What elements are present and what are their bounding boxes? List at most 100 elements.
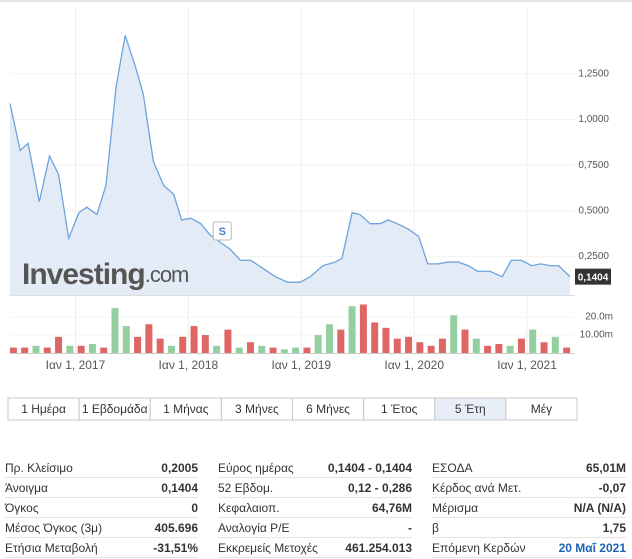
stat-value: 65,01M — [585, 461, 626, 475]
annotation-box — [212, 221, 232, 241]
volume-bar — [122, 326, 130, 353]
volume-bar — [167, 345, 175, 353]
row-divider — [218, 497, 412, 498]
volume-bar — [495, 344, 503, 353]
volume-bar — [416, 342, 424, 353]
stat-label: Κέρδος ανά Μετ. — [432, 481, 522, 495]
x-tick-label: Ιαν 1, 2018 — [159, 358, 219, 372]
volume-bar — [134, 336, 142, 353]
y-tick-label: 1,0000 — [578, 114, 609, 125]
row-divider — [5, 557, 198, 558]
last-price-label: 0,1404 — [578, 272, 609, 283]
volume-tick-label: 20.0m — [585, 312, 613, 323]
volume-bar — [258, 345, 266, 353]
row-divider — [218, 477, 412, 478]
range-tab[interactable] — [505, 397, 578, 421]
stat-value: 0,1404 - 0,1404 — [327, 461, 412, 475]
stat-value: 1,75 — [602, 521, 626, 535]
volume-bar — [314, 335, 322, 353]
stat-value[interactable]: 20 Μαΐ 2021 — [558, 541, 626, 555]
range-tab-label[interactable]: 1 Ημέρα — [21, 402, 66, 416]
stat-value: -31,51% — [153, 541, 198, 555]
volume-bar — [337, 329, 345, 353]
range-tab-label[interactable]: 3 Μήνες — [235, 402, 279, 416]
volume-bar — [303, 347, 311, 353]
stat-label: Αναλογία P/E — [218, 521, 290, 535]
stat-value: -0,07 — [598, 481, 626, 495]
stat-value: 0,2005 — [161, 461, 198, 475]
logo-main: Investing — [22, 258, 145, 291]
volume-bar — [450, 315, 458, 353]
stat-value: 461.254.013 — [345, 541, 412, 555]
stat-label: 52 Εβδομ. — [218, 481, 274, 495]
volume-bar — [551, 336, 559, 353]
row-divider — [5, 537, 198, 538]
volume-bar — [224, 329, 232, 353]
annotation: S — [219, 226, 226, 238]
stat-label: Πρ. Κλείσιμο — [5, 461, 73, 475]
volume-tick-label: 10.00m — [580, 330, 613, 341]
row-divider — [432, 517, 626, 518]
stat-value: - — [408, 521, 412, 535]
range-tab-label[interactable]: 1 Έτος — [381, 402, 418, 416]
logo: Investing.com — [22, 258, 188, 291]
y-tick-label: 1,2500 — [578, 68, 609, 79]
range-tab-label[interactable]: 1 Μήνας — [163, 402, 209, 416]
range-tab-label[interactable]: 5 Έτη — [455, 402, 486, 416]
volume-bar — [280, 349, 288, 353]
volume-bar — [9, 347, 17, 353]
y-tick-label: 0,7500 — [578, 160, 609, 171]
row-divider — [218, 557, 412, 558]
x-tick-label: Ιαν 1, 2021 — [497, 358, 557, 372]
stat-label: Ετήσια Μεταβολή — [5, 541, 98, 555]
stat-label: β — [432, 521, 439, 535]
volume-bar — [438, 338, 446, 353]
volume-bar — [484, 345, 492, 353]
volume-bar — [371, 322, 379, 353]
volume-bar — [292, 347, 300, 353]
stat-value: 0,12 - 0,286 — [347, 481, 412, 495]
y-tick-label: 0,5000 — [578, 206, 609, 217]
chart: Ιαν 1, 2017 Ιαν 1, 2018 Ιαν 1, 2019 Ιαν 1, … — [0, 0, 632, 421]
volume-bar — [472, 338, 480, 353]
stat-value: 405.696 — [154, 521, 198, 535]
volume-bar — [111, 308, 119, 353]
stats-table: Πρ. Κλείσιμο 0,2005 Άνοιγμα 0,1404 Όγκος 0 Μέσ… — [0, 458, 632, 559]
x-tick-label: Ιαν 1, 2019 — [271, 358, 331, 372]
volume-bar — [66, 345, 74, 353]
stat-label: Εύρος ημέρας — [218, 461, 294, 475]
volume-bar — [517, 338, 525, 353]
row-divider — [432, 537, 626, 538]
volume-bar — [359, 304, 367, 353]
row-divider — [5, 477, 198, 478]
last-price-box — [575, 268, 611, 285]
stat-label: Όγκος — [5, 501, 39, 515]
range-tab-label[interactable]: 1 Εβδομάδα — [82, 402, 148, 416]
volume-bar — [179, 336, 187, 353]
volume-bar — [32, 345, 40, 353]
volume-bar — [393, 338, 401, 353]
volume-bar — [246, 342, 254, 353]
range-tab-label[interactable]: Μέγ — [531, 402, 552, 416]
row-divider — [218, 517, 412, 518]
stat-value: 64,76M — [371, 501, 412, 515]
range-tab-label[interactable]: 6 Μήνες — [306, 402, 350, 416]
volume-bar — [461, 329, 469, 353]
y-tick-label: 0,2500 — [578, 251, 609, 262]
volume-bar — [77, 345, 85, 353]
volume-bar — [21, 347, 29, 353]
row-divider — [432, 557, 626, 558]
volume-bar — [326, 324, 334, 353]
logo-suffix: .com — [145, 262, 189, 287]
volume-bar — [156, 338, 164, 353]
row-divider — [5, 517, 198, 518]
volume-bar — [506, 345, 514, 353]
volume-bar — [55, 336, 63, 353]
stat-label: Κεφαλαιοπ. — [218, 501, 280, 515]
volume-bar — [540, 342, 548, 353]
volume-bar — [201, 335, 209, 353]
x-tick-label: Ιαν 1, 2017 — [46, 358, 106, 372]
stat-label: Μέσος Όγκος (3μ) — [5, 521, 103, 535]
volume-bar — [427, 345, 435, 353]
